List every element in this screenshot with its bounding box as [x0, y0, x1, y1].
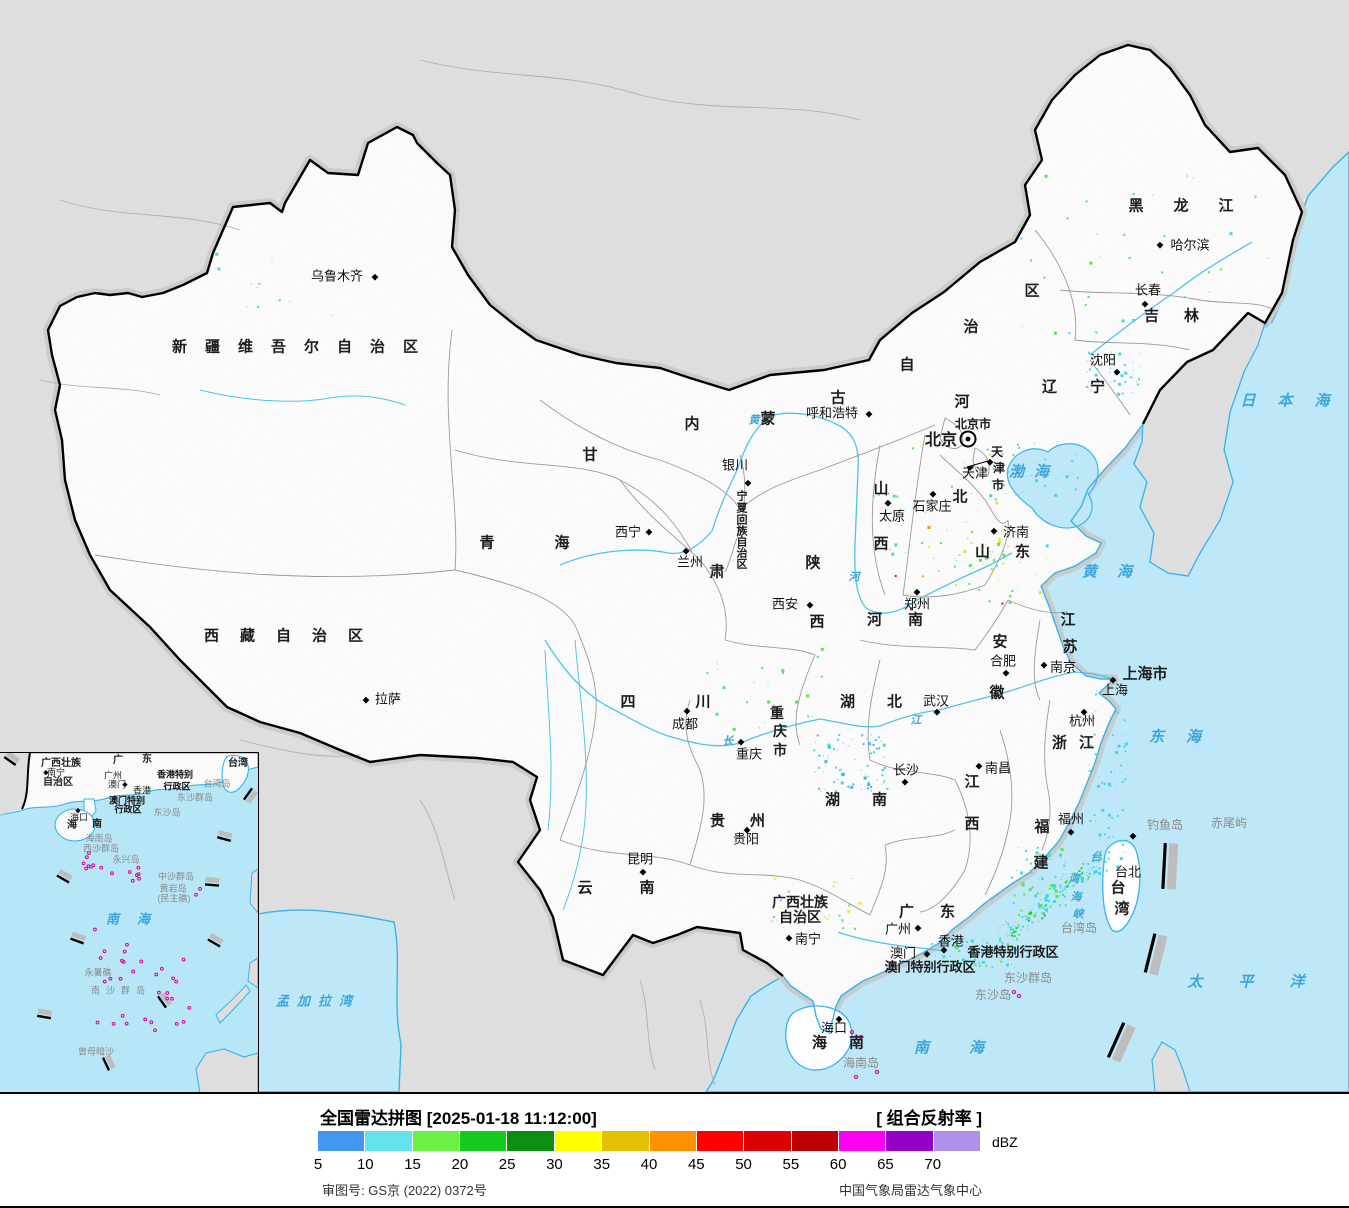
- southwest-river-2: [544, 649, 552, 831]
- yangtze-river: [544, 639, 1115, 747]
- dbz-scale-value: 45: [687, 1156, 705, 1173]
- province-boundaries: [94, 229, 1276, 916]
- product-name: [ 组合反射率 ]: [876, 1109, 982, 1128]
- dbz-scale-value: 40: [640, 1156, 658, 1173]
- dbz-scale-value: 15: [404, 1156, 421, 1173]
- map-title: 全国雷达拼图 [2025-01-18 11:12:00]: [320, 1109, 597, 1128]
- credit-label: 中国气象局雷达气象中心: [838, 1183, 982, 1198]
- dbz-color-segment: [696, 1131, 744, 1151]
- china-landmass: [48, 45, 1302, 1032]
- dbz-scale-value: 10: [356, 1156, 374, 1173]
- tianjin-pointer-arrow: [966, 460, 989, 471]
- china-coastline: [782, 423, 1144, 1033]
- dbz-colorbar: [318, 1131, 981, 1151]
- foreign-borders: [39, 59, 861, 1086]
- inset-china-border: [21, 753, 31, 810]
- luzon-island: [1151, 1041, 1191, 1092]
- dbz-color-segment: [318, 1131, 365, 1151]
- inset-philippines: [247, 868, 258, 989]
- dbz-scale-value: 55: [782, 1156, 800, 1173]
- dbz-scale-value: 25: [498, 1156, 516, 1173]
- dbz-scale-value: 5: [313, 1156, 323, 1173]
- china-national-border: [46, 43, 1304, 977]
- inset-geography: [0, 753, 258, 1092]
- dbz-scale-value: 35: [593, 1156, 611, 1173]
- inset-palawan: [215, 984, 251, 1024]
- dbz-color-segment: [507, 1131, 554, 1151]
- rivers: [199, 241, 1253, 952]
- taiwan-island: [1102, 839, 1141, 933]
- dbz-scale-value: 20: [451, 1156, 469, 1173]
- dbz-color-segment: [838, 1131, 886, 1151]
- dbz-scale-value: 70: [924, 1156, 942, 1173]
- inset-taiwan: [221, 754, 249, 793]
- south-china-sea-inset: 广西壮族 自治区广东海南台湾 香港特别 行政区 澳门特别 行政区 南宁 ◆ 广州 ◆ 澳门 香港 海口 ◆…: [0, 752, 259, 1092]
- pearl-river: [837, 931, 945, 952]
- inset-mainland: [0, 753, 258, 816]
- radar-echo-layer: [215, 174, 1269, 969]
- dbz-color-segment: [649, 1131, 696, 1151]
- inset-nine-dash-line: [3, 753, 258, 1071]
- tarim-river: [199, 389, 406, 406]
- map-review-number: 审图号: GS京 (2022) 0372号: [322, 1183, 487, 1198]
- inset-island-markers: [81, 851, 202, 1033]
- dbz-color-segment: [412, 1131, 460, 1151]
- legend-panel: 全国雷达拼图 [2025-01-18 11:12:00] [ 组合反射率 ] d…: [0, 1092, 1349, 1208]
- dbz-unit-label: dBZ: [992, 1134, 1018, 1150]
- dbz-color-segment: [791, 1131, 838, 1151]
- dbz-scale-value: 50: [735, 1156, 752, 1173]
- bohai-sea: [1006, 443, 1099, 529]
- dbz-color-segment: [554, 1131, 602, 1151]
- sea-bay-of-bengal: [257, 909, 402, 1092]
- dbz-color-segment: [460, 1131, 507, 1151]
- songhua-river: [1089, 241, 1253, 356]
- nine-dash-line: [1106, 842, 1179, 1063]
- inset-hainan: [54, 808, 96, 842]
- dbz-scale-value: 60: [829, 1156, 847, 1173]
- inset-borneo: [195, 1048, 258, 1092]
- dbz-color-segment: [886, 1131, 933, 1151]
- dbz-color-segment: [744, 1131, 791, 1151]
- yellow-river: [559, 412, 1013, 614]
- dbz-color-segment: [365, 1131, 412, 1151]
- southwest-river-1: [562, 639, 587, 911]
- dbz-color-segment: [602, 1131, 649, 1151]
- dbz-color-segment: [933, 1131, 981, 1151]
- island-markers: [849, 989, 1022, 1080]
- hainan-island: [785, 1005, 853, 1071]
- inset-vietnam: [0, 753, 30, 815]
- dbz-scale-value: 65: [877, 1156, 894, 1173]
- china-radar-map: 黑龙江 吉林 辽宁内蒙古自治区新疆维吾尔自治区 西藏自治区青海甘肃宁夏回族自治区陕西山…: [0, 0, 1349, 1092]
- dbz-scale-value: 30: [546, 1156, 563, 1173]
- dbz-scale-values: 5 10 15 20 25 30 35 40 45 50 55 60 65 70: [0, 1156, 1349, 1174]
